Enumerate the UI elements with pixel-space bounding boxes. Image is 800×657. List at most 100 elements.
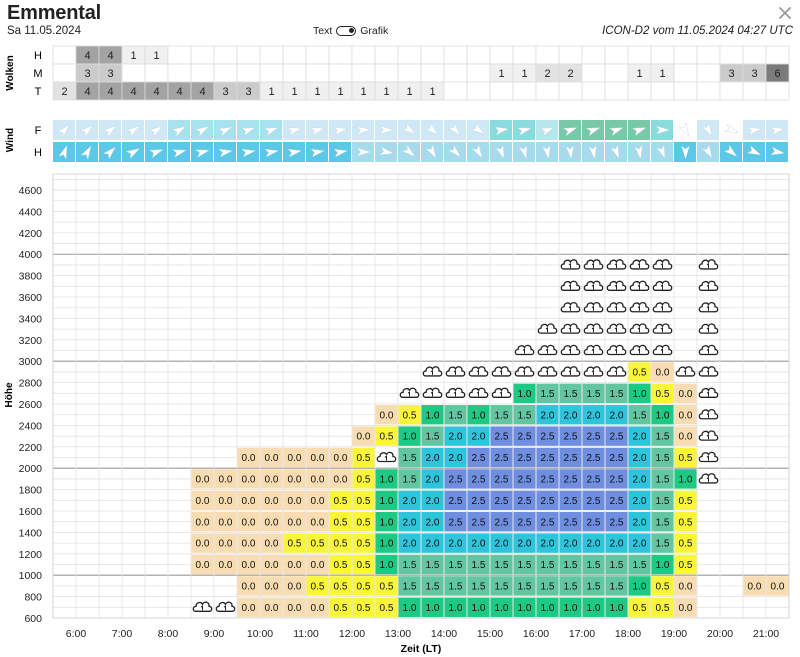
thermal-cell [283,533,306,553]
cloud-icon [606,323,627,334]
thermal-cell-value: 1.5 [426,432,440,443]
thermal-cell-value: 0.0 [265,517,279,528]
cloud-cell [696,63,721,83]
thermal-cell-value: 2.0 [564,539,578,550]
thermal-cell [283,447,306,468]
thermal-cell [398,533,421,553]
thermal-cell-value: 2.5 [610,432,624,443]
thermal-cell [352,554,375,575]
thermal-cell-value: 0.5 [357,453,371,464]
cloud-cell-value: 1 [498,68,504,80]
wind-section-label: Wind [5,128,16,152]
cloud-cell-value: 3 [751,68,757,80]
cloud-cell [282,63,307,83]
wind-arrow-icon [287,127,302,136]
thermal-cell-value: 0.0 [265,582,279,593]
thermal-cell [375,597,398,617]
thermal-cell [582,512,605,532]
thermal-cell [421,554,444,575]
cloud-icon [560,280,581,291]
cloud-cell-value: 4 [107,86,113,98]
thermal-cell-value: 1.5 [587,389,601,400]
thermal-cell [306,447,329,468]
wind-arrow-icon [240,127,256,137]
cloud-icon [445,387,466,398]
x-tick-label: 6:00 [66,628,87,640]
thermal-cell-value: 0.5 [334,539,348,550]
cloud-icon [468,387,489,398]
cloud-cell [673,45,698,65]
cloud-icon [583,323,604,334]
wind-arrow-icon [746,145,762,156]
thermal-cell [214,533,237,553]
thermal-cell-value: 0.0 [196,539,210,550]
thermal-cell-value: 2.5 [472,496,486,507]
cloud-cell [351,63,376,83]
thermal-cell [352,469,375,489]
thermal-cell-value: 0.0 [656,368,670,379]
cloud-cell [466,63,491,83]
thermal-cell [674,597,697,617]
thermal-cell-value: 0.0 [242,475,256,486]
thermal-cell [513,576,536,596]
cloud-cell-value: 1 [521,68,527,80]
wind-arrow-icon [148,125,163,138]
thermal-cell [260,447,283,468]
x-tick-label: 8:00 [158,628,179,640]
thermal-cell-value: 0.0 [288,603,302,614]
wind-arrow-icon [333,148,349,158]
thermal-cell-value: 2.0 [449,432,463,443]
wind-arrow-icon [656,144,666,160]
cloud-cell [512,45,537,65]
thermal-cell-value: 0.5 [679,560,693,571]
wind-arrow-icon [58,144,68,160]
thermal-cell-value: 2.5 [587,496,601,507]
thermal-cell-value: 2.0 [518,539,532,550]
wind-arrow-icon [747,126,763,136]
view-toggle[interactable]: Text Grafik [313,25,388,37]
thermal-cell [375,405,398,425]
wind-arrow-icon [172,149,187,158]
model-info: ICON-D2 vom 11.05.2024 04:27 UTC [602,25,793,37]
thermal-cell [559,426,582,446]
thermal-cell-value: 2.5 [495,432,509,443]
thermal-cell-value: 0.0 [288,517,302,528]
cloud-icon [698,408,719,420]
thermal-cell [582,597,605,617]
thermal-cell [237,512,260,532]
cloud-cell [673,63,698,83]
cloud-icon [652,301,673,313]
thermal-cell-value: 1.5 [403,453,417,464]
thermal-cell [674,447,697,468]
cloud-cell [650,45,675,65]
thermal-cell [467,554,490,575]
x-tick-label: 15:00 [477,628,503,640]
thermal-cell [398,447,421,468]
cloud-icon [698,387,719,398]
thermal-cell [674,512,697,532]
cloud-icon [560,259,581,270]
toggle-switch[interactable] [336,26,357,36]
thermal-cell-value: 2.5 [610,453,624,464]
cloud-cell-value: 1 [383,86,389,98]
cloud-row-label: T [35,86,42,98]
cloud-icon [583,259,604,270]
thermal-cell [582,576,605,596]
thermal-cell-value: 2.5 [472,475,486,486]
thermal-cell-value: 2.5 [587,432,601,443]
wind-arrow-icon [401,144,416,157]
cloud-icon [652,323,673,334]
thermal-cell-value: 2.0 [633,496,647,507]
wind-arrow-icon [79,125,94,138]
thermal-cell [605,469,628,489]
thermal-cell-value: 2.5 [518,432,532,443]
thermal-cell-value: 0.0 [219,539,233,550]
thermal-cell-value: 0.5 [334,496,348,507]
cloud-icon [514,366,535,377]
thermal-cell [490,597,513,617]
thermal-cell-value: 2.0 [610,539,624,550]
thermal-cell-value: 0.5 [311,582,325,593]
close-icon[interactable] [777,5,793,21]
thermal-cell-value: 0.0 [334,475,348,486]
thermal-cell-value: 1.0 [518,603,532,614]
